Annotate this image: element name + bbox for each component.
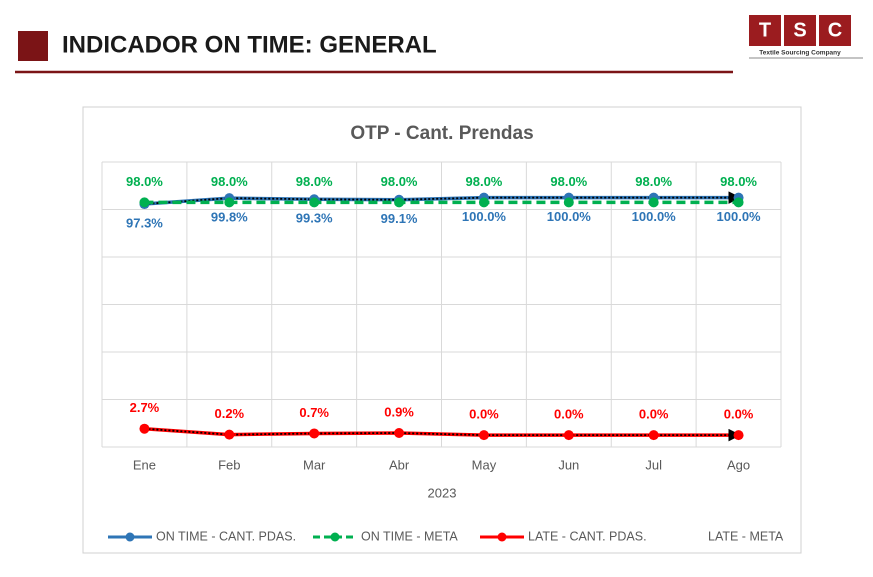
- data-label: 2.7%: [130, 400, 160, 415]
- data-label: 0.0%: [469, 407, 499, 422]
- data-label: 100.0%: [462, 209, 507, 224]
- data-point: [224, 197, 235, 208]
- x-tick-label: Abr: [389, 457, 410, 472]
- legend-label: LATE - META: [708, 529, 784, 543]
- data-label: 98.0%: [720, 174, 757, 189]
- title-square: [18, 31, 48, 61]
- data-label: 98.0%: [296, 174, 333, 189]
- data-label: 98.0%: [635, 174, 672, 189]
- x-tick-label: Ene: [133, 457, 156, 472]
- x-tick-label: Ago: [727, 457, 750, 472]
- x-tick-label: Feb: [218, 457, 240, 472]
- data-point: [563, 430, 574, 441]
- logo-tagline: Textile Sourcing Company: [759, 50, 841, 57]
- data-label: 100.0%: [717, 209, 762, 224]
- legend-label: ON TIME - CANT. PDAS.: [156, 529, 296, 543]
- data-point: [309, 428, 320, 439]
- data-label: 100.0%: [547, 209, 592, 224]
- x-tick-label: Mar: [303, 457, 326, 472]
- data-label: 98.0%: [550, 174, 587, 189]
- data-point: [733, 197, 744, 208]
- data-point: [478, 430, 489, 441]
- legend-label: ON TIME - META: [361, 529, 458, 543]
- data-label: 98.0%: [466, 174, 503, 189]
- logo-letter: S: [793, 19, 806, 41]
- data-point: [563, 197, 574, 208]
- data-label: 100.0%: [632, 209, 677, 224]
- data-label: 98.0%: [126, 174, 163, 189]
- legend-label: LATE - CANT. PDAS.: [528, 529, 647, 543]
- data-label: 0.7%: [299, 405, 329, 420]
- data-point: [648, 430, 659, 441]
- data-point: [224, 429, 235, 440]
- logo-box: [749, 15, 781, 46]
- x-axis-title: 2023: [428, 485, 457, 500]
- data-point: [478, 197, 489, 208]
- logo-letter: T: [759, 19, 771, 41]
- data-label: 99.1%: [381, 211, 418, 226]
- trend-line: [144, 191, 742, 205]
- data-label: 0.2%: [214, 406, 244, 421]
- data-point: [733, 430, 744, 441]
- data-label: 99.8%: [211, 210, 248, 225]
- logo-box: [819, 15, 851, 46]
- x-tick-label: Jun: [558, 457, 579, 472]
- logo-letter: C: [828, 19, 842, 41]
- x-tick-label: Jul: [645, 457, 662, 472]
- legend-marker: [125, 532, 135, 542]
- data-label: 0.0%: [639, 407, 669, 422]
- data-label: 99.3%: [296, 211, 333, 226]
- slide-title: INDICADOR ON TIME: GENERAL: [62, 31, 437, 58]
- logo-box: [784, 15, 816, 46]
- data-point: [394, 197, 405, 208]
- legend-marker: [497, 532, 507, 542]
- legend-marker: [330, 532, 340, 542]
- data-point: [139, 423, 150, 434]
- chart-title: OTP - Cant. Prendas: [350, 123, 533, 144]
- data-label: 0.9%: [384, 404, 414, 419]
- data-point: [139, 197, 150, 208]
- data-label: 98.0%: [381, 174, 418, 189]
- data-point: [394, 427, 405, 438]
- trend-line: [144, 427, 742, 442]
- data-point: [309, 197, 320, 208]
- data-label: 98.0%: [211, 174, 248, 189]
- logo: T S C Textile Sourcing Company: [749, 15, 863, 59]
- data-label: 0.0%: [724, 407, 754, 422]
- x-tick-label: May: [472, 457, 497, 472]
- data-label: 0.0%: [554, 407, 584, 422]
- data-point: [648, 197, 659, 208]
- data-label: 97.3%: [126, 215, 163, 230]
